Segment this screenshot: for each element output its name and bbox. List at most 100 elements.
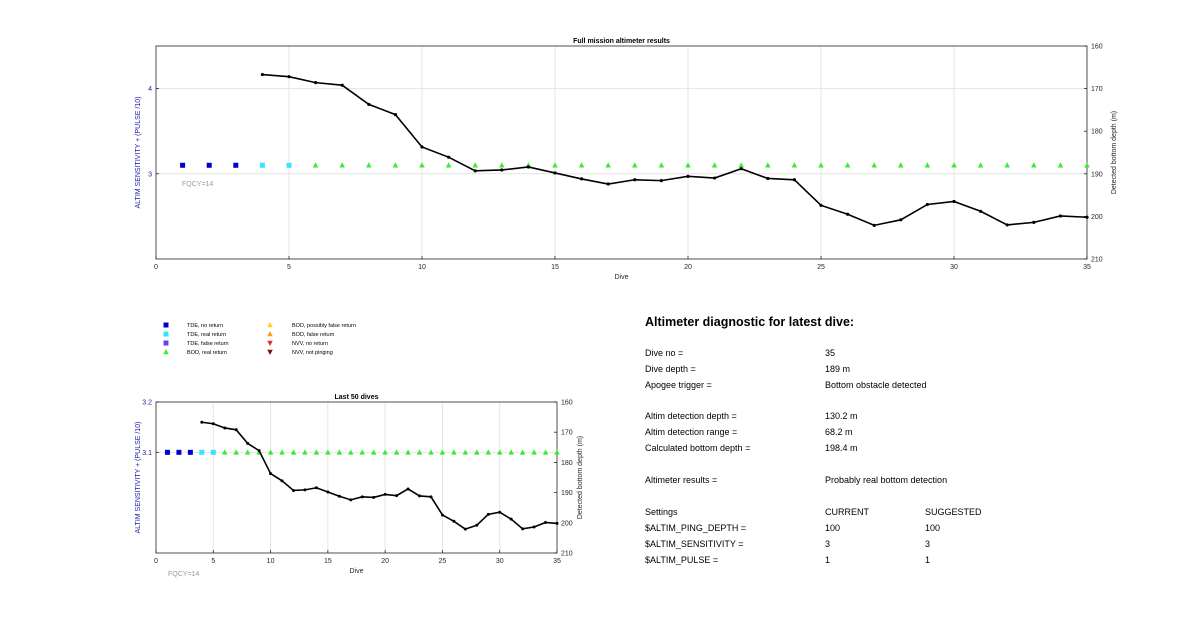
data-marker-triangle	[451, 449, 457, 455]
depth-point	[1058, 214, 1062, 218]
data-marker-triangle	[290, 449, 297, 455]
data-marker-triangle-down	[267, 340, 273, 346]
data-marker-triangle	[439, 449, 446, 455]
data-marker-triangle	[738, 162, 744, 168]
data-marker-triangle	[765, 162, 771, 168]
diag-label: Altimeter results =	[645, 475, 717, 485]
depth-point	[659, 179, 664, 183]
depth-point	[326, 490, 330, 494]
setting-current: 3	[825, 539, 830, 549]
y-left-tick-label: 4	[148, 86, 152, 93]
diag-label: Altim detection range =	[645, 427, 737, 437]
depth-point	[447, 155, 451, 159]
setting-current: 100	[825, 523, 840, 533]
depth-point	[280, 479, 284, 483]
full-mission-chart: 0 5 10 15 20 25 30 35 3 4 160 170 180 190 200 210 Full m…	[135, 38, 1118, 281]
diag-label: Dive no =	[645, 348, 683, 358]
diag-value: 189 m	[825, 364, 850, 374]
depth-point	[899, 218, 903, 222]
x-tick-label: 20	[684, 264, 692, 271]
data-marker-triangle	[244, 449, 251, 455]
y-right-tick-label: 160	[561, 400, 573, 407]
depth-point	[633, 178, 637, 182]
data-marker-triangle	[531, 449, 537, 455]
legend-label: TDE, real return	[187, 332, 226, 338]
y-right-tick-label: 170	[1091, 86, 1103, 93]
diag-value: Probably real bottom detection	[825, 475, 947, 485]
depth-line	[201, 421, 558, 531]
depth-point	[463, 527, 467, 531]
depth-point	[246, 441, 250, 445]
depth-point	[314, 486, 318, 490]
legend-label: BOD, possibly false return	[292, 323, 356, 329]
data-marker-triangle	[844, 162, 851, 168]
depth-point	[211, 422, 215, 426]
x-tick-label: 35	[553, 558, 561, 565]
data-marker-triangle	[485, 449, 492, 455]
legend-label: BOD, real return	[187, 350, 227, 356]
data-marker-square	[180, 162, 186, 168]
chart-title: Last 50 dives	[335, 394, 379, 401]
depth-point	[200, 420, 204, 424]
depth-point	[234, 428, 238, 432]
depth-point	[486, 512, 490, 516]
data-marker-triangle	[419, 162, 425, 168]
depth-point	[739, 167, 743, 171]
data-marker-triangle	[382, 449, 388, 455]
data-marker-triangle	[348, 449, 354, 455]
legend: TDE, no return TDE, real return TDE, false…	[163, 322, 356, 356]
data-marker-square	[176, 449, 182, 455]
depth-point	[766, 176, 770, 181]
depth-point	[792, 178, 797, 182]
setting-name: $ALTIM_SENSITIVITY =	[645, 539, 743, 549]
diag-value: 35	[825, 348, 835, 358]
depth-point	[473, 169, 477, 173]
x-tick-label: 0	[154, 264, 158, 271]
settings-header-suggested: SUGGESTED	[925, 507, 982, 517]
x-tick-label: 10	[418, 264, 426, 271]
x-tick-label: 25	[817, 264, 825, 271]
diag-label: Calculated bottom depth =	[645, 443, 750, 453]
x-tick-label: 30	[496, 558, 504, 565]
depth-point	[418, 494, 422, 498]
diag-value: 68.2 m	[825, 427, 853, 437]
data-marker-triangle	[924, 162, 931, 168]
depth-point	[686, 174, 690, 178]
y-right-axis-label: Detected bottom depth (m)	[577, 436, 584, 519]
data-marker-square	[210, 449, 216, 455]
depth-point	[367, 102, 371, 106]
y-right-tick-label: 160	[1091, 44, 1103, 51]
depth-point	[544, 520, 548, 524]
setting-current: 1	[825, 555, 830, 565]
last-50-dives-chart: 0 5 10 15 20 25 30 35 3.1 3.2 160 170 180 190 200 210 La…	[135, 394, 584, 578]
plot-area-frame	[155, 401, 558, 554]
depth-point	[925, 202, 930, 207]
data-marker-triangle	[871, 162, 877, 168]
depth-point	[406, 487, 410, 491]
settings-header-current: CURRENT	[825, 507, 870, 517]
legend-label: TDE, no return	[187, 323, 223, 329]
depth-point	[337, 494, 341, 498]
depth-point	[340, 83, 344, 87]
data-marker-triangle	[325, 449, 331, 455]
depth-point	[420, 145, 424, 149]
data-marker-triangle	[1084, 162, 1090, 168]
data-marker-square	[199, 449, 205, 455]
data-marker-triangle	[163, 349, 169, 355]
data-marker-triangle	[605, 162, 611, 168]
depth-point	[509, 517, 513, 521]
diag-value: Bottom obstacle detected	[825, 380, 927, 390]
x-tick-label: 0	[154, 558, 158, 565]
data-marker-triangle	[302, 449, 308, 455]
depth-line	[262, 73, 1088, 227]
data-marker-triangle	[578, 162, 585, 168]
setting-name: $ALTIM_PING_DEPTH =	[645, 523, 746, 533]
data-marker-triangle	[313, 449, 320, 455]
data-marker-triangle	[685, 162, 691, 168]
diagnostic-panel: Altimeter diagnostic for latest dive: Di…	[645, 315, 982, 565]
data-marker-triangle	[898, 162, 904, 168]
data-marker-triangle	[392, 162, 399, 168]
data-marker-triangle	[233, 449, 239, 455]
data-marker-triangle	[267, 331, 273, 337]
